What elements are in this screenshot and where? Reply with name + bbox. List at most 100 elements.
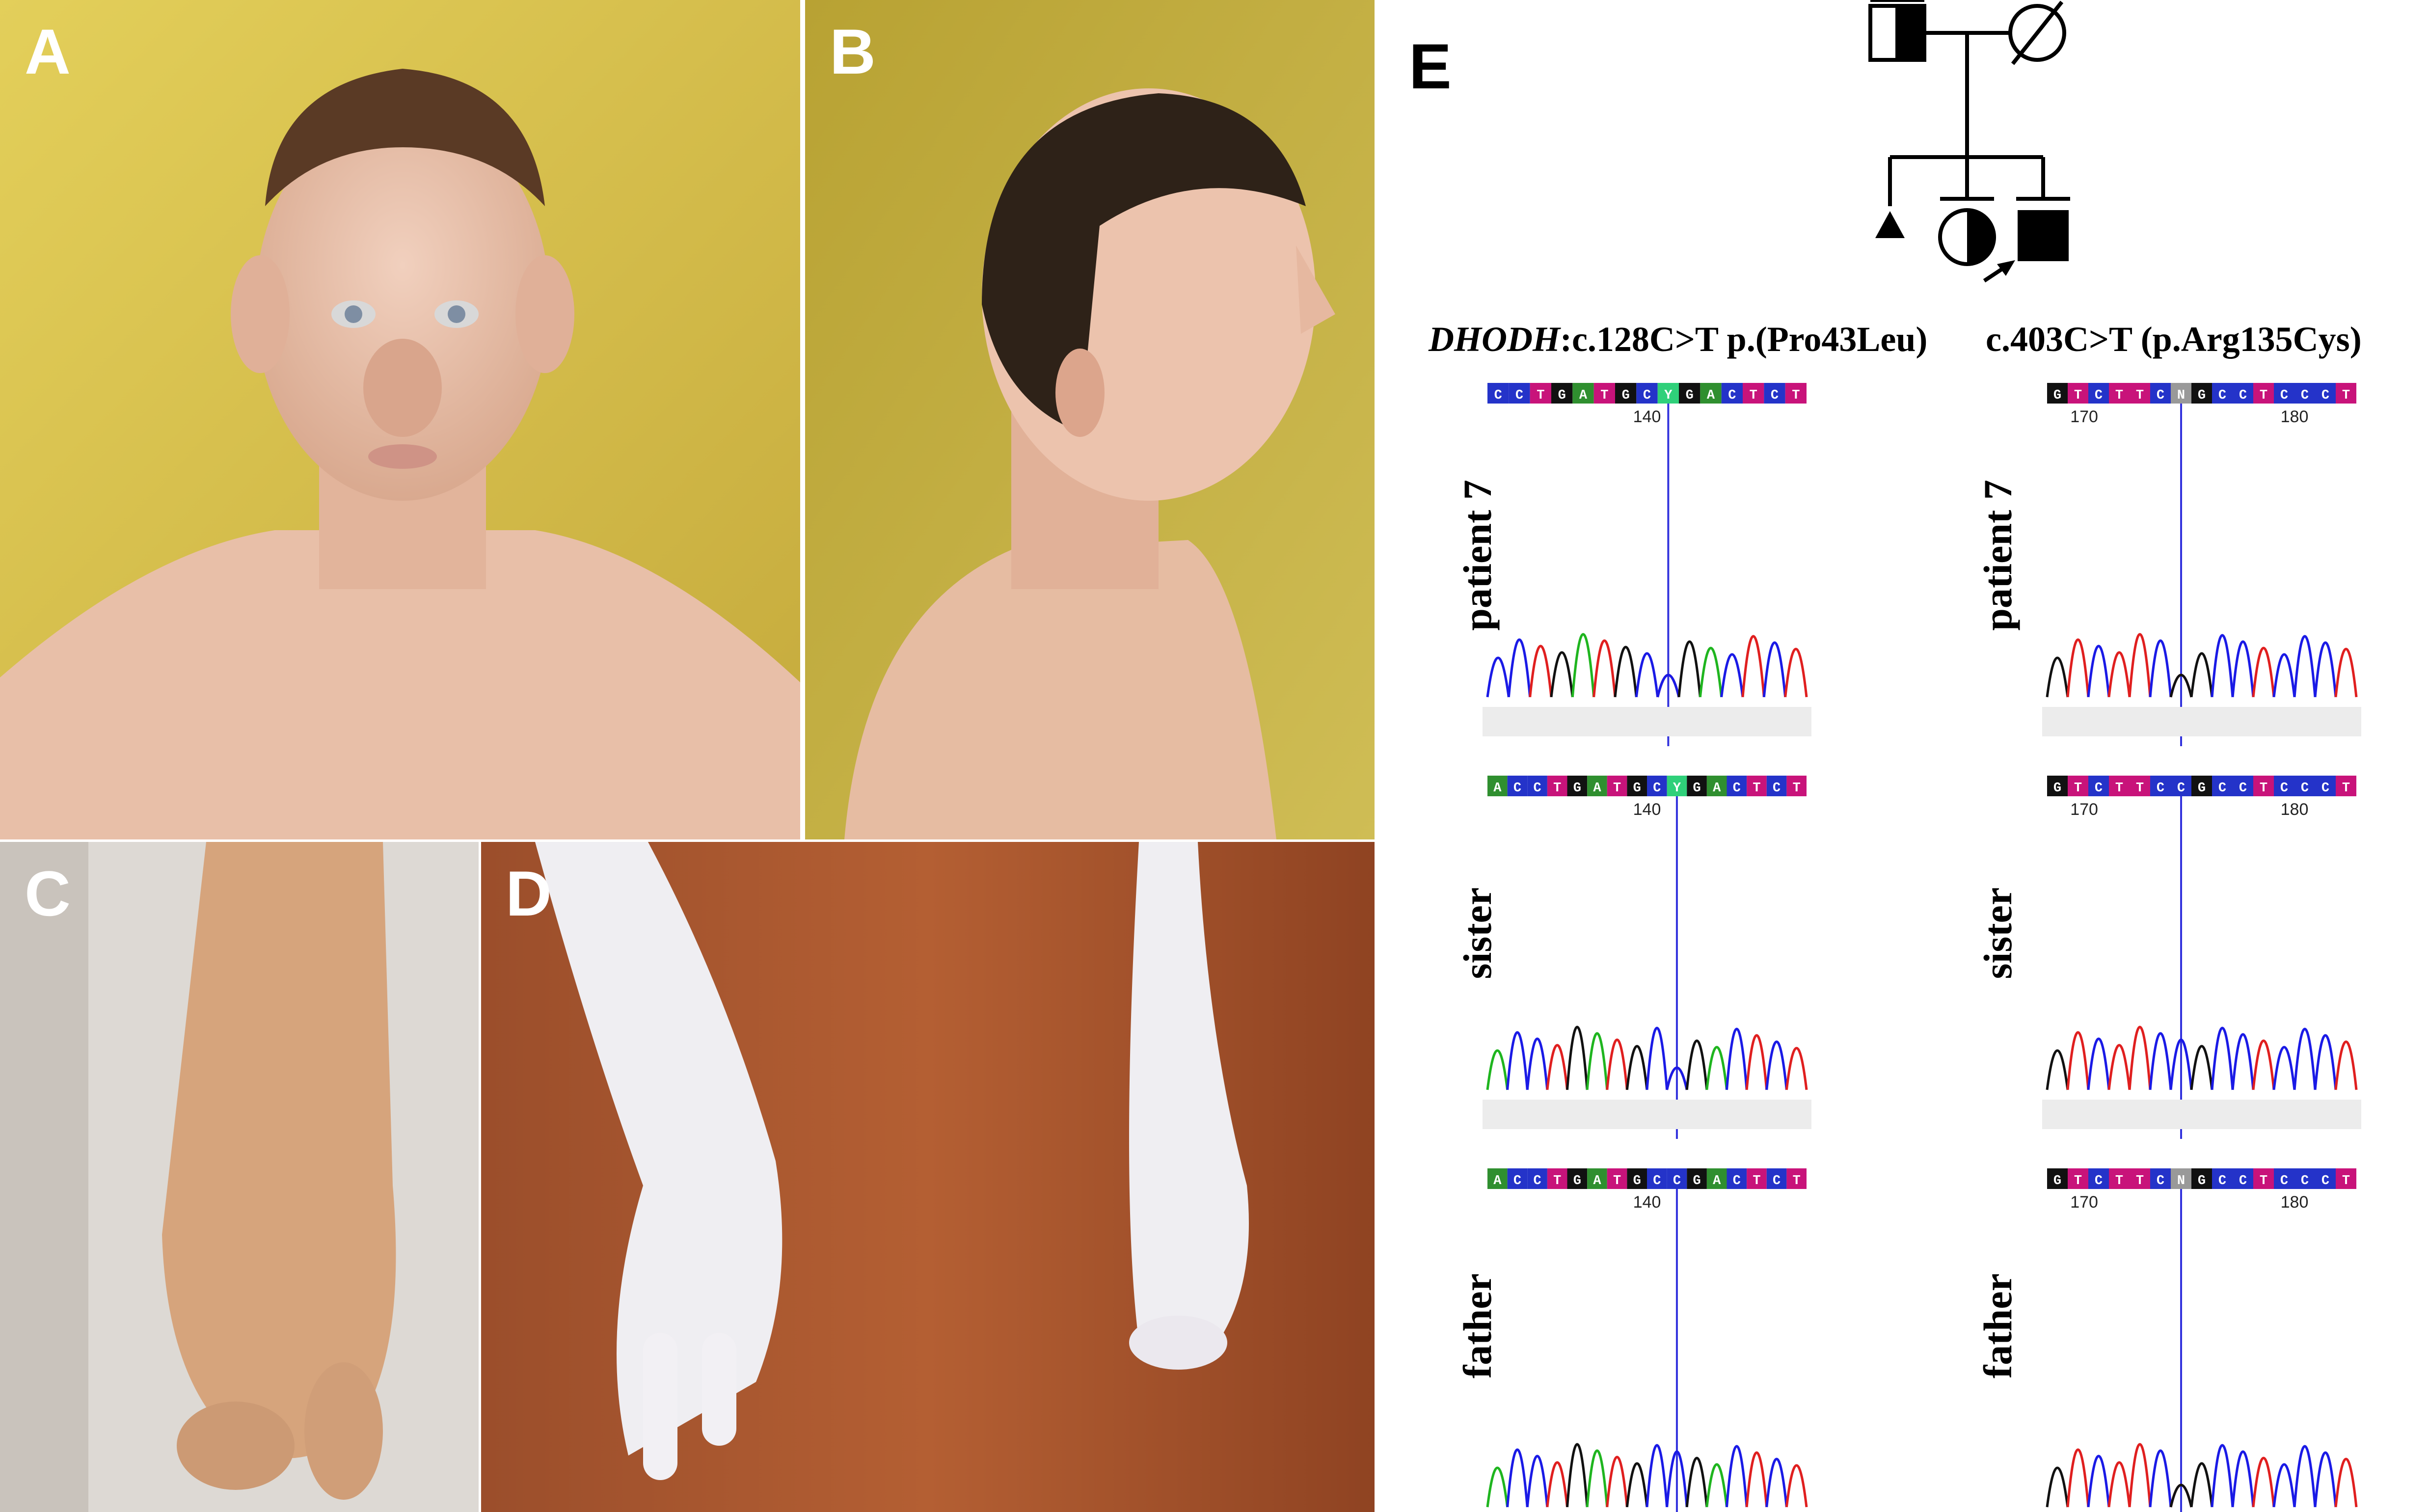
chromatogram-right-1-base-letter: G	[2053, 781, 2061, 796]
chromatogram-right-2-base-letter: G	[2053, 1174, 2061, 1188]
chromatogram-left-2-base-box	[1706, 1168, 1727, 1189]
chromatogram-left-2-base-box	[1687, 1168, 1707, 1189]
chromatogram-left-1-peak	[1785, 1047, 1808, 1090]
chromatogram-right-1-base-box	[2068, 776, 2088, 796]
chromatogram-left-0-position-tick: 140	[1633, 407, 1661, 426]
chromatogram-right-2-peak	[2087, 1455, 2110, 1508]
chromatogram-right-0-base-letter: T	[2260, 388, 2267, 403]
chromatogram-left-2-peak	[1566, 1443, 1589, 1508]
chromatogram-right-0-base-letter: T	[2136, 388, 2144, 403]
chromatogram-right-0-base-box	[2171, 383, 2191, 404]
chromatogram-right-2-base-letter: C	[2218, 1174, 2226, 1188]
chromatogram-left-2-peak	[1646, 1444, 1669, 1508]
chromatogram-right-0-base-box	[2088, 383, 2109, 404]
chromatogram-left-2-base-box	[1647, 1168, 1667, 1189]
photo-b-profile-portrait: B	[805, 0, 1375, 839]
chromatogram-left-1-base-box	[1567, 776, 1588, 796]
chromatogram-right-2-base-box	[2130, 1168, 2150, 1189]
chromatogram-left-1-base-box	[1687, 776, 1707, 796]
chromatogram-left-1-peak	[1726, 1027, 1748, 1090]
chromatogram-left-2-base-letter: C	[1673, 1174, 1681, 1188]
chromatogram-left-1-base-box	[1647, 776, 1667, 796]
chromatogram-left-2-base-letter: G	[1693, 1174, 1700, 1188]
chromatogram-right-1-peak	[2190, 1045, 2213, 1090]
chromatogram-left-0-base-letter: T	[1750, 388, 1757, 403]
chromatogram-left-0-base-letter: T	[1537, 388, 1544, 403]
chromatogram-left-2-peak	[1625, 1462, 1648, 1508]
chromatogram-right-1-base-box	[2274, 776, 2294, 796]
chromatogram-right-1-position-tick: 180	[2281, 800, 2309, 819]
chromatogram-left-2-base-letter: C	[1533, 1174, 1541, 1188]
chromatogram-right-1-base-letter: T	[2136, 781, 2144, 796]
chromatogram-left-0-base-box	[1530, 383, 1551, 404]
chromatogram-left-1-base-letter: G	[1573, 781, 1581, 796]
chromatogram-left-0-separator	[1483, 707, 1811, 736]
chromatogram-left-0-peak	[1507, 638, 1532, 698]
chromatogram-left-0-base-letter: A	[1579, 388, 1588, 403]
chromatogram-right-2-base-letter: C	[2321, 1174, 2329, 1188]
chromatogram-right-0-peak	[2107, 651, 2131, 698]
chromatogram-left-2-base-letter: A	[1493, 1174, 1502, 1188]
chromatogram-right-2-peak	[2231, 1450, 2255, 1508]
chromatogram-left-2-base-box	[1786, 1168, 1807, 1189]
chromatogram-left-0-base-letter: Y	[1664, 388, 1673, 403]
chromatogram-right-2-base-letter: T	[2074, 1174, 2082, 1188]
chromatogram-right-1-peak	[2272, 1046, 2296, 1090]
chromatogram-right-0-base-letter: C	[2157, 388, 2164, 403]
chromatogram-left-2-base-box	[1527, 1168, 1547, 1189]
chromatogram-left-2-peak	[1726, 1445, 1748, 1508]
chromatogram-left-2-position-tick: 140	[1633, 1193, 1661, 1212]
chromatogram-left-0-peak	[1720, 653, 1744, 698]
chromatogram-left-1-peak	[1646, 1026, 1669, 1090]
chromatogram-left-1-peak	[1705, 1046, 1728, 1090]
chromatogram-right-2-base-letter: G	[2198, 1174, 2206, 1188]
chromatogram-left-1-base-letter: A	[1593, 781, 1601, 796]
chromatogram-right-0-base-box	[2109, 383, 2130, 404]
chromatogram-left-1-base-letter: C	[1733, 781, 1741, 796]
portrait-front-illustration	[0, 0, 800, 839]
chromatogram-right-0-base-letter: C	[2095, 388, 2103, 403]
chromatogram-right-1-base-letter: C	[2239, 781, 2247, 796]
chromatogram-left-1-peak	[1546, 1044, 1568, 1090]
chromatogram-left-1-peak	[1526, 1037, 1549, 1090]
chromatogram-right-2-base-letter: T	[2115, 1174, 2123, 1188]
chromatogram-left-2-peak	[1606, 1456, 1628, 1508]
chromatogram-right-2-peak	[2211, 1444, 2234, 1508]
chromatogram-right-1-base-letter: C	[2177, 781, 2185, 796]
chromatogram-right-2-base-box	[2171, 1168, 2191, 1189]
chromatogram-left-1-base-box	[1547, 776, 1567, 796]
chromatogram-right-1-peak	[2334, 1040, 2358, 1090]
chromatogram-left-2-base-letter: G	[1633, 1174, 1641, 1188]
chromatogram-left-1-base-letter: T	[1613, 781, 1621, 796]
chromatogram-right-2-base-box	[2274, 1168, 2294, 1189]
chromatogram-left-1-base-box	[1487, 776, 1508, 796]
chromatogram-right-2-peak	[2149, 1449, 2172, 1508]
chromatogram-right-2-base-box	[2068, 1168, 2088, 1189]
chromatogram-right-1-peak	[2293, 1027, 2317, 1090]
chromatogram-right-1-base-box	[2150, 776, 2171, 796]
chromatogram-left-2-base-box	[1567, 1168, 1588, 1189]
chromatogram-left-1-base-letter: C	[1533, 781, 1541, 796]
chromatogram-right-1-base-letter: C	[2157, 781, 2164, 796]
chromatogram-left-2-base-letter: A	[1713, 1174, 1721, 1188]
chromatogram-left-2-peak	[1765, 1458, 1788, 1508]
chromatogram-left-1-base-box	[1667, 776, 1687, 796]
chromatogram-right-1-peak	[2252, 1039, 2275, 1090]
chromatogram-right-0-position-tick: 170	[2070, 407, 2098, 426]
chromatogram-right-0-base-letter: T	[2342, 388, 2350, 403]
chromatogram-left-2-peak	[1546, 1461, 1568, 1508]
chromatogram-right-2-base-box	[2233, 1168, 2253, 1189]
hands-on-table-illustration	[481, 842, 1375, 1512]
chromatogram-right-0-base-letter: G	[2198, 388, 2206, 403]
chromatogram-left-0-peak	[1699, 647, 1723, 698]
photo-a-front-portrait: A	[0, 0, 800, 839]
mutation-left-change: :c.128C>T p.(Pro43Leu)	[1560, 320, 1928, 359]
chromatogram-left-0-peak	[1677, 640, 1701, 698]
chromatogram-left-1-base-box	[1507, 776, 1528, 796]
chromatogram-right-0-base-box	[2233, 383, 2253, 404]
